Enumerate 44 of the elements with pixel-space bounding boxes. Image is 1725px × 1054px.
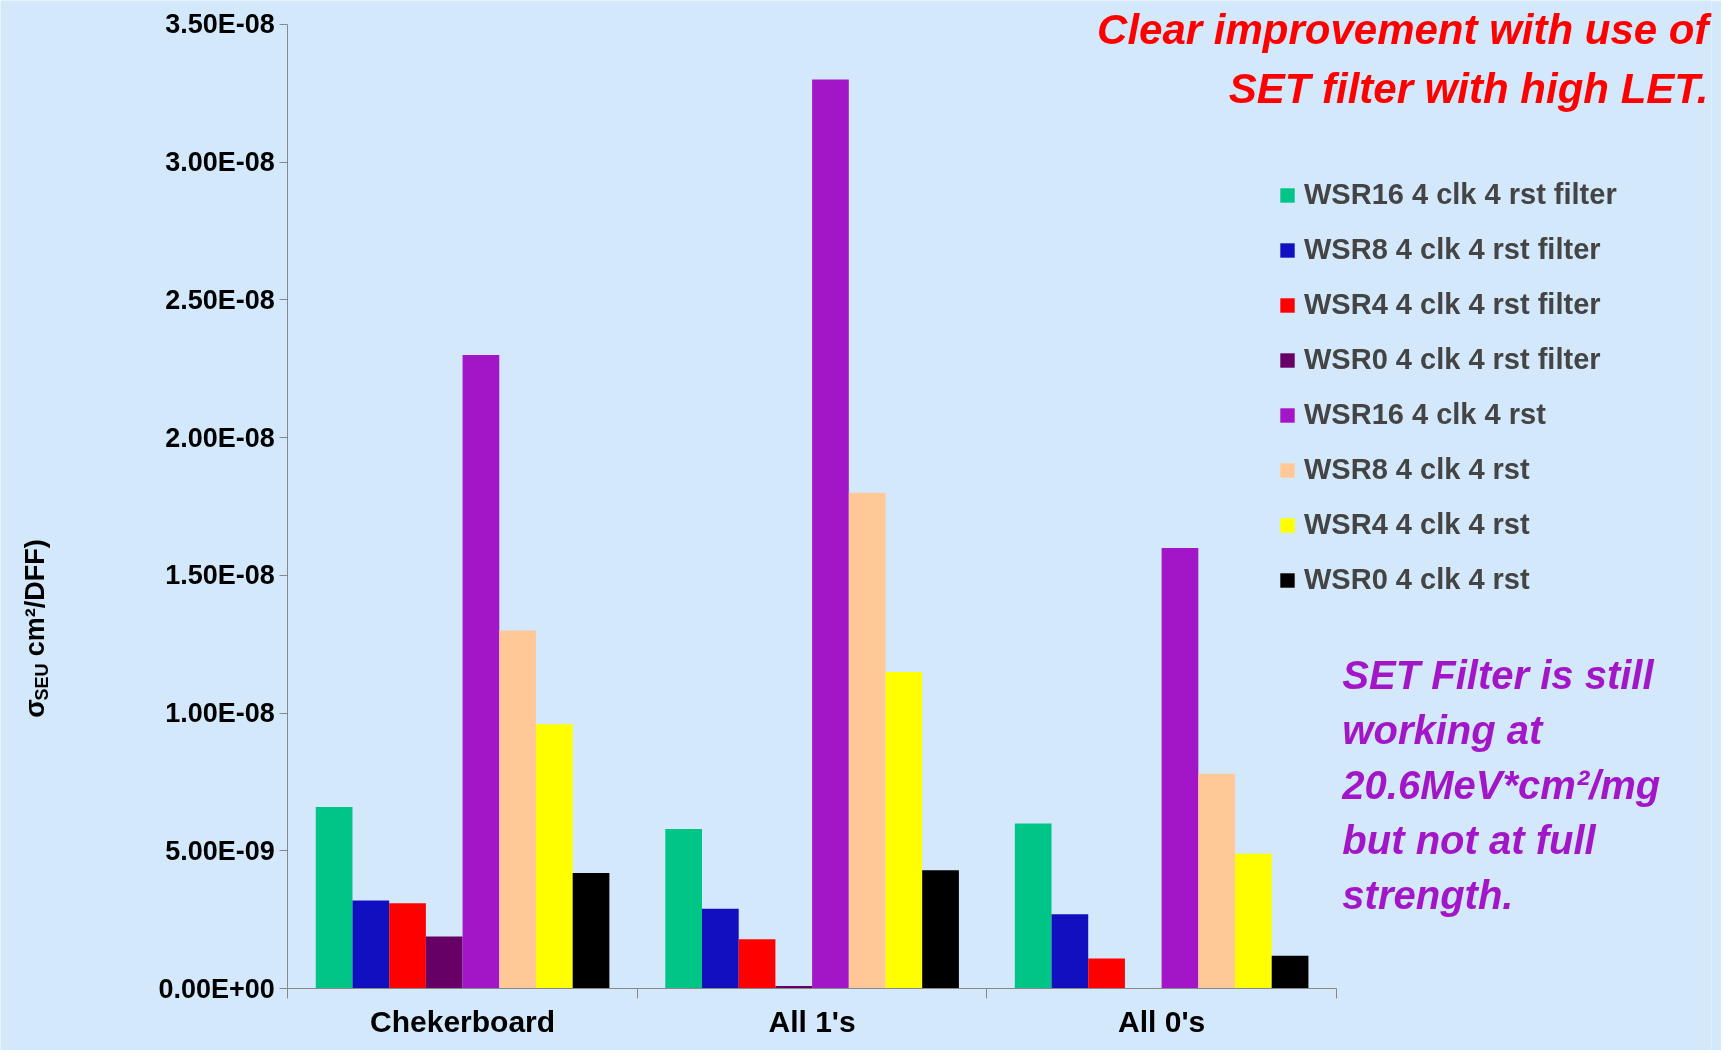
bar [885, 671, 923, 989]
bar [702, 908, 739, 989]
x-tick-label: All 1's [768, 1004, 856, 1038]
legend-label: WSR8 4 clk 4 rst [1304, 453, 1530, 486]
legend-label: WSR16 4 clk 4 rst [1304, 398, 1546, 431]
bar [352, 900, 390, 989]
bar [665, 828, 703, 989]
bar [535, 724, 573, 989]
y-tick-label: 3.50E-08 [165, 9, 275, 40]
bar [572, 873, 610, 989]
bar [425, 936, 463, 989]
legend-label: WSR4 4 clk 4 rst filter [1304, 288, 1601, 321]
legend-label: WSR0 4 clk 4 rst filter [1304, 343, 1601, 376]
bar [812, 79, 849, 989]
bar [315, 806, 353, 989]
y-tick-label: 2.00E-08 [165, 422, 275, 453]
bar [1198, 773, 1236, 989]
legend-label: WSR16 4 clk 4 rst filter [1304, 178, 1617, 211]
y-tick-label: 1.50E-08 [165, 560, 275, 591]
x-tick-label: All 0's [1118, 1004, 1206, 1038]
x-tick-label: Chekerboard [370, 1004, 556, 1038]
y-axis-title: σSEU cm²/DFF) [20, 539, 53, 718]
legend-label: WSR8 4 clk 4 rst filter [1304, 233, 1601, 266]
bar [462, 355, 500, 989]
bar [1014, 823, 1052, 989]
bar [738, 939, 776, 989]
bar [1271, 955, 1309, 989]
bar [1161, 547, 1199, 989]
legend-label: WSR0 4 clk 4 rst [1304, 563, 1530, 596]
y-tick-label: 0.00E+00 [158, 973, 275, 1004]
bar [1235, 853, 1272, 989]
bar [1051, 914, 1089, 989]
bar [922, 870, 959, 989]
bar [389, 903, 426, 989]
bar [1088, 958, 1125, 989]
y-tick-label: 1.00E-08 [165, 698, 275, 729]
bar [848, 492, 886, 989]
text: SET Filter is still working at 20.6MeV*cm²/mg but not at full strength. [1341, 653, 1661, 918]
legend-label: WSR4 4 clk 4 rst [1304, 508, 1530, 541]
annotation: Clear improvement with use of SET filter with high LET. [1097, 6, 1713, 113]
y-tick-label: 5.00E-09 [165, 835, 275, 866]
bar [499, 630, 536, 989]
y-tick-label: 2.50E-08 [165, 284, 275, 315]
y-tick-label: 3.00E-08 [165, 147, 275, 178]
